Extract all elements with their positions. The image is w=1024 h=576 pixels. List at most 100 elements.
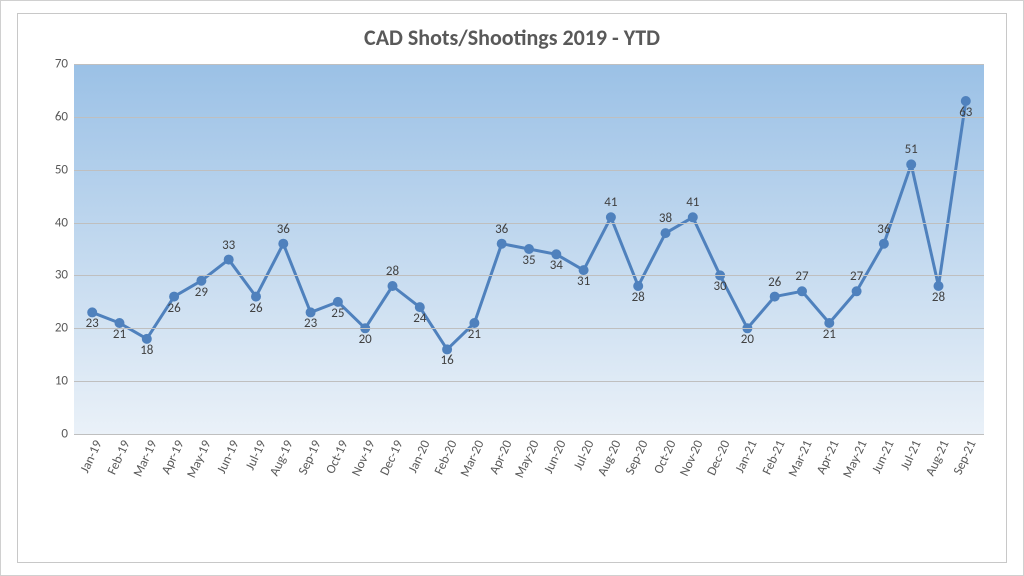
x-tick-label: Nov-20 [677, 438, 707, 479]
data-marker [606, 213, 615, 222]
data-label: 33 [222, 238, 235, 253]
gridline [74, 328, 984, 329]
data-label: 36 [877, 222, 890, 237]
data-marker [661, 229, 670, 238]
data-label: 23 [86, 316, 99, 331]
data-label: 51 [905, 142, 918, 157]
x-tick-label: Nov-19 [349, 438, 379, 479]
chart-container: CAD Shots/Shootings 2019 - YTD 0 10 20 30 40… [17, 13, 1007, 563]
x-tick-label: Mar-21 [786, 438, 816, 479]
data-label: 28 [386, 264, 399, 279]
y-tick-label: 70 [55, 57, 68, 72]
data-label: 20 [741, 332, 754, 347]
series-line [92, 101, 966, 349]
gridline [74, 381, 984, 382]
gridline [74, 117, 984, 118]
data-label: 29 [195, 285, 208, 300]
y-tick-label: 30 [55, 268, 68, 283]
data-label: 36 [277, 222, 290, 237]
data-label: 41 [686, 195, 699, 210]
data-label: 63 [959, 105, 972, 120]
x-tick-label: May-19 [185, 438, 215, 480]
data-marker [770, 292, 779, 301]
gridline [74, 223, 984, 224]
x-tick-label: Oct-19 [323, 438, 351, 476]
data-marker [852, 287, 861, 296]
chart-title: CAD Shots/Shootings 2019 - YTD [18, 24, 1006, 51]
x-tick-label: May-20 [512, 438, 542, 480]
data-marker [879, 239, 888, 248]
x-tick-label: Oct-20 [651, 438, 679, 476]
data-label: 35 [522, 253, 535, 268]
x-tick-label: Feb-19 [104, 438, 133, 477]
x-tick-label: Aug-19 [267, 438, 297, 478]
gridline [74, 275, 984, 276]
x-tick-label: Mar-19 [130, 438, 160, 479]
data-label: 24 [413, 311, 426, 326]
x-tick-label: Jul-21 [898, 438, 925, 473]
data-label: 27 [850, 269, 863, 284]
data-label: 21 [468, 327, 481, 342]
gridline [74, 170, 984, 171]
data-label: 26 [249, 301, 262, 316]
x-tick-label: Jan-20 [405, 438, 433, 475]
y-tick-label: 20 [55, 321, 68, 336]
plot-wrap: 010203040506070Jan-19Feb-19Mar-19Apr-19M… [74, 64, 984, 434]
data-label: 36 [495, 222, 508, 237]
data-label: 21 [823, 327, 836, 342]
x-tick-label: Sep-20 [623, 438, 652, 477]
data-label: 27 [795, 269, 808, 284]
x-tick-label: Jul-20 [570, 438, 597, 473]
x-tick-label: Jan-21 [733, 438, 761, 475]
chart-outer-frame: CAD Shots/Shootings 2019 - YTD 0 10 20 30 40… [0, 0, 1024, 576]
data-label: 26 [168, 301, 181, 316]
gridline [74, 434, 984, 435]
line-series [74, 64, 984, 434]
data-label: 28 [932, 290, 945, 305]
x-tick-label: Mar-20 [458, 438, 488, 479]
y-tick-label: 40 [55, 215, 68, 230]
data-marker [497, 239, 506, 248]
x-tick-label: Jun-19 [214, 438, 242, 476]
data-label: 30 [714, 279, 727, 294]
x-tick-label: Sep-19 [295, 438, 324, 477]
data-label: 26 [768, 275, 781, 290]
data-marker [688, 213, 697, 222]
x-tick-label: Jun-20 [542, 438, 570, 476]
data-label: 18 [140, 343, 153, 358]
x-tick-label: Aug-20 [595, 438, 625, 478]
data-marker [279, 239, 288, 248]
data-marker [798, 287, 807, 296]
x-tick-label: Aug-21 [923, 438, 953, 478]
y-tick-label: 10 [55, 374, 68, 389]
data-label: 38 [659, 211, 672, 226]
x-tick-label: Jul-19 [243, 438, 270, 473]
x-tick-label: Apr-19 [159, 438, 188, 477]
data-label: 31 [577, 274, 590, 289]
y-tick-label: 60 [55, 109, 68, 124]
data-label: 20 [359, 332, 372, 347]
data-label: 41 [604, 195, 617, 210]
y-tick-label: 50 [55, 162, 68, 177]
x-tick-label: Jun-21 [869, 438, 897, 476]
x-tick-label: Feb-20 [432, 438, 461, 477]
x-tick-label: Feb-21 [759, 438, 788, 477]
data-label: 28 [632, 290, 645, 305]
x-tick-label: Jan-19 [78, 438, 106, 475]
x-tick-label: Dec-20 [704, 438, 733, 478]
data-label: 25 [331, 306, 344, 321]
x-tick-label: Dec-19 [377, 438, 406, 478]
x-tick-label: Apr-21 [814, 438, 843, 477]
data-marker [388, 282, 397, 291]
y-tick-label: 0 [61, 427, 68, 442]
x-tick-label: Apr-20 [487, 438, 516, 477]
data-label: 34 [550, 258, 563, 273]
x-tick-label: May-21 [840, 438, 870, 480]
gridline [74, 64, 984, 65]
data-marker [907, 160, 916, 169]
data-label: 23 [304, 316, 317, 331]
x-tick-label: Sep-21 [950, 438, 979, 477]
data-label: 16 [441, 353, 454, 368]
data-label: 21 [113, 327, 126, 342]
data-marker [224, 255, 233, 264]
